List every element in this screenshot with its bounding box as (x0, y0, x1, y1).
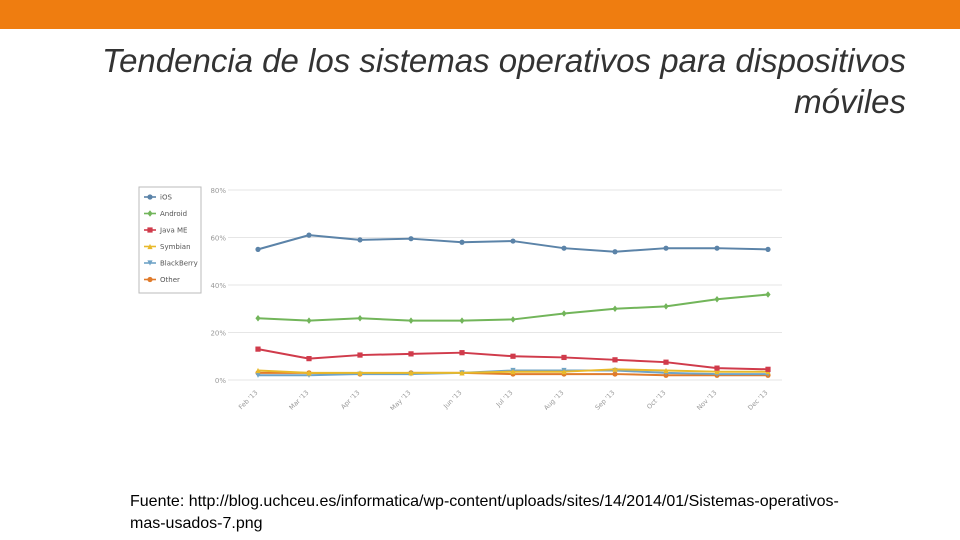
x-tick-label: Jun '13 (441, 389, 463, 410)
data-point-android (561, 310, 567, 317)
x-tick-label: Apr '13 (339, 389, 361, 410)
data-point-ios (255, 246, 261, 252)
x-tick-label: Nov '13 (695, 389, 718, 410)
data-point-android (255, 315, 261, 322)
data-point-symbian (561, 369, 567, 375)
legend-label-other: Other (160, 276, 180, 284)
data-point-java-me (357, 352, 363, 358)
data-point-other (612, 371, 618, 377)
data-point-java-me (765, 366, 771, 372)
data-point-symbian (255, 367, 261, 374)
data-point-ios (306, 232, 312, 238)
x-tick-label: May '13 (389, 389, 413, 410)
data-point-java-me (663, 359, 669, 365)
legend-marker-symbian (147, 243, 153, 250)
data-point-symbian (459, 370, 465, 376)
data-point-android (612, 305, 618, 312)
data-point-android (408, 317, 414, 324)
data-point-symbian (357, 370, 363, 376)
y-tick-label: 40% (210, 282, 226, 290)
data-point-symbian (612, 366, 618, 372)
x-tick-label: Aug '13 (542, 389, 565, 410)
data-point-java-me (561, 354, 567, 361)
data-point-java-me (306, 356, 312, 362)
data-point-android (357, 315, 363, 322)
series-line-java-me (257, 348, 769, 371)
source-caption: Fuente: http://blog.uchceu.es/informatic… (130, 493, 839, 532)
x-tick-label: Dec '13 (746, 389, 769, 410)
x-tick-label: Sep '13 (594, 389, 617, 410)
data-point-symbian (408, 370, 414, 376)
legend-label-blackberry: BlackBerry (160, 260, 198, 268)
slide-title: Tendencia de los sistemas operativos par… (101, 42, 906, 120)
data-point-ios (408, 236, 414, 242)
data-point-symbian (306, 370, 312, 376)
data-point-android (459, 317, 465, 324)
y-tick-label: 60% (210, 235, 226, 243)
legend-marker-java-me (147, 227, 153, 233)
legend-marker-other (147, 276, 153, 283)
x-tick-label: Jul '13 (494, 389, 514, 409)
legend-marker-blackberry (147, 260, 153, 266)
data-point-ios (714, 245, 720, 251)
x-tick-label: Oct '13 (645, 389, 667, 410)
x-tick-label: Feb '13 (237, 389, 259, 410)
data-point-android (714, 296, 720, 303)
data-point-ios (510, 238, 516, 244)
data-point-ios (612, 249, 618, 255)
data-point-ios (459, 239, 465, 245)
os-trend-chart: 0% 20% 40% 60% 80% Feb '13 Mar '13 Apr '13 May '… (138, 186, 782, 412)
data-point-symbian (714, 369, 720, 375)
y-tick-label: 20% (210, 330, 226, 338)
legend-label-symbian: Symbian (160, 243, 191, 251)
data-point-java-me (714, 365, 720, 371)
top-accent-bar (0, 0, 960, 29)
data-point-ios (357, 237, 363, 243)
data-point-java-me (255, 346, 261, 352)
legend-label-ios: iOS (160, 194, 172, 202)
data-point-java-me (612, 357, 618, 363)
data-point-blackberry (255, 372, 261, 378)
data-point-ios (663, 245, 669, 251)
legend-marker-ios (147, 194, 153, 200)
data-point-symbian (510, 369, 516, 375)
data-point-ios (765, 246, 771, 252)
legend-box (138, 186, 202, 294)
data-point-java-me (510, 353, 516, 359)
chart-container: 0% 20% 40% 60% 80% Feb '13 Mar '13 Apr '13 May '… (130, 180, 790, 412)
y-tick-label: 0% (215, 377, 226, 385)
data-point-android (663, 303, 669, 310)
data-point-ios (561, 245, 567, 251)
data-point-java-me (459, 350, 465, 356)
y-tick-label: 80% (210, 187, 226, 195)
data-point-android (306, 317, 312, 324)
legend-marker-android (147, 210, 153, 217)
x-tick-label: Mar '13 (288, 389, 311, 410)
data-point-android (510, 316, 516, 323)
data-point-android (765, 291, 771, 298)
legend-label-android: Android (160, 210, 187, 218)
data-point-symbian (663, 367, 669, 374)
legend-label-java-me: Java ME (159, 227, 187, 235)
data-point-java-me (408, 351, 414, 357)
